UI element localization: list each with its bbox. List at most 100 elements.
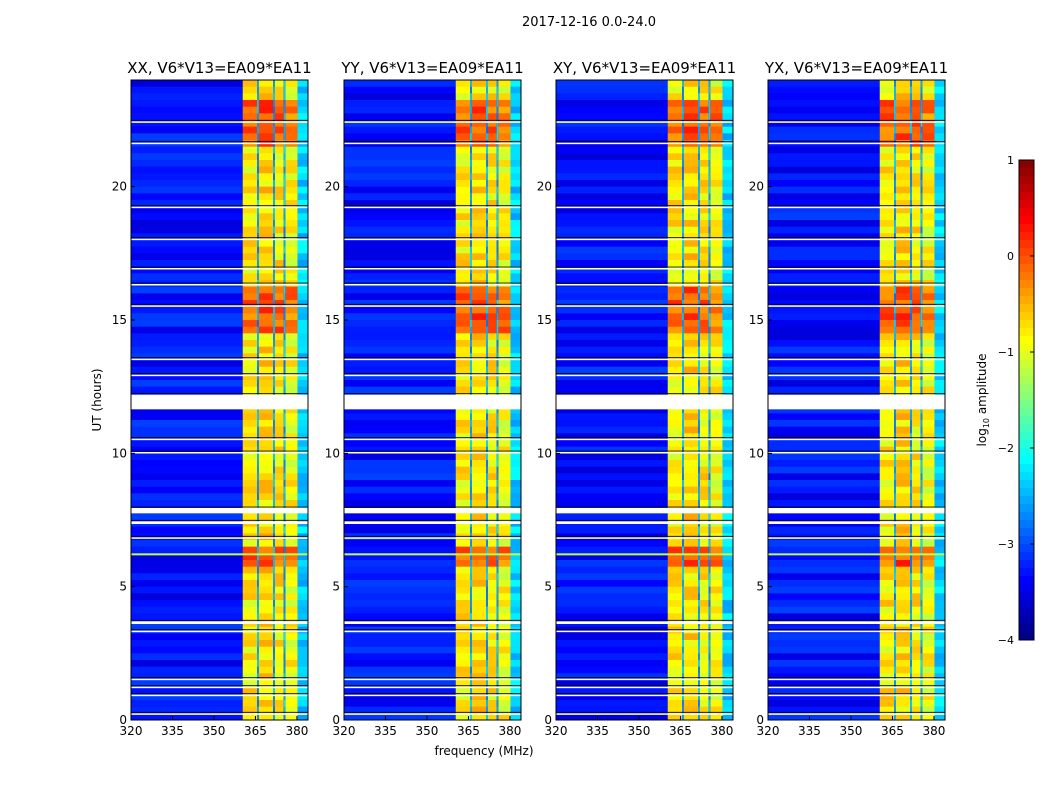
- heatmap-row-bg: [556, 546, 668, 554]
- heatmap-cell-gap: [708, 300, 711, 307]
- heatmap-cell-gap: [910, 626, 912, 634]
- heatmap-cell-rfi: [455, 406, 471, 414]
- heatmap-cell-gap: [470, 106, 472, 114]
- heatmap-cell-gap: [283, 706, 286, 714]
- heatmap-cell-rfi: [667, 413, 683, 421]
- heatmap-row-bg: [344, 346, 456, 354]
- heatmap-cell-rfi: [258, 466, 274, 474]
- flagged-interval: [556, 686, 733, 689]
- heatmap-cell-rfi: [471, 320, 487, 327]
- heatmap-cell-gap: [257, 206, 259, 214]
- heatmap-cell-gap: [486, 426, 488, 434]
- heatmap-cell-rfi: [471, 560, 487, 567]
- heatmap-row-bg: [556, 166, 668, 174]
- heatmap-cell-rfi: [710, 106, 723, 114]
- heatmap-cell-gap: [486, 93, 488, 101]
- heatmap-cell-rfi: [710, 700, 723, 707]
- heatmap-cell-rfi: [699, 86, 709, 94]
- heatmap-cell-rfi: [895, 246, 911, 254]
- heatmap-cell-rfi: [498, 700, 511, 707]
- heatmap-cell-rfi: [710, 560, 723, 567]
- heatmap-cell-rfi: [487, 80, 497, 87]
- heatmap-cell-rfi: [879, 486, 895, 494]
- heatmap-row-bg: [556, 540, 668, 547]
- heatmap-row-edge: [297, 326, 308, 334]
- heatmap-cell-rfi: [683, 593, 699, 601]
- heatmap-cell-gap: [470, 246, 472, 254]
- heatmap-cell-rfi: [274, 553, 284, 561]
- heatmap-cell-rfi: [911, 413, 921, 421]
- heatmap-cell-rfi: [922, 160, 935, 167]
- colorbar-tick-label: −3: [998, 538, 1014, 551]
- heatmap-row-bg: [556, 180, 668, 187]
- heatmap-row-edge: [297, 120, 308, 127]
- heatmap-cell-gap: [283, 600, 286, 607]
- heatmap-cell-gap: [708, 340, 711, 347]
- heatmap-cell-rfi: [922, 93, 935, 101]
- heatmap-cell-gap: [470, 260, 472, 267]
- y-tick-label: 20: [537, 180, 552, 194]
- heatmap-cell-rfi: [699, 533, 709, 541]
- heatmap-row-bg: [768, 646, 880, 654]
- heatmap-cell-gap: [682, 486, 684, 494]
- heatmap-row-edge: [934, 113, 945, 121]
- heatmap-cell-rfi: [683, 613, 699, 621]
- heatmap-row-bg: [344, 273, 456, 281]
- flagged-interval: [131, 678, 308, 681]
- heatmap-cell-rfi: [285, 100, 298, 107]
- heatmap-cell-rfi: [879, 693, 895, 701]
- heatmap-row-edge: [510, 80, 521, 87]
- heatmap-row-edge: [510, 186, 521, 194]
- heatmap-cell-gap: [910, 446, 912, 454]
- heatmap-cell-gap: [257, 660, 259, 667]
- flagged-interval: [344, 521, 521, 524]
- heatmap-cell-gap: [470, 200, 472, 207]
- heatmap-cell-rfi: [242, 433, 258, 441]
- heatmap-cell-rfi: [455, 220, 471, 227]
- heatmap-cell-rfi: [471, 246, 487, 254]
- heatmap-cell-rfi: [285, 380, 298, 387]
- heatmap-cell-gap: [257, 600, 259, 607]
- heatmap-cell-rfi: [667, 713, 683, 721]
- heatmap-cell-rfi: [471, 293, 487, 301]
- heatmap-cell-rfi: [699, 280, 709, 287]
- heatmap-cell-gap: [920, 286, 923, 294]
- heatmap-cell-rfi: [879, 326, 895, 334]
- heatmap-cell-rfi: [667, 666, 683, 674]
- heatmap-row-bg: [768, 333, 880, 341]
- heatmap-cell-rfi: [922, 646, 935, 654]
- heatmap-cell-gap: [496, 326, 499, 334]
- heatmap-cell-gap: [283, 446, 286, 454]
- heatmap-cell-rfi: [667, 533, 683, 541]
- heatmap-cell-gap: [910, 113, 912, 121]
- heatmap-cell-rfi: [258, 166, 274, 174]
- heatmap-cell-gap: [910, 246, 912, 254]
- heatmap-cell-gap: [283, 573, 286, 581]
- heatmap-cell-gap: [920, 553, 923, 561]
- heatmap-cell-rfi: [258, 360, 274, 367]
- heatmap-cell-gap: [708, 166, 711, 174]
- heatmap-cell-rfi: [699, 693, 709, 701]
- heatmap-cell-rfi: [667, 580, 683, 587]
- heatmap-cell-gap: [894, 353, 896, 361]
- heatmap-row-edge: [934, 173, 945, 181]
- heatmap-row-edge: [510, 353, 521, 361]
- heatmap-cell-rfi: [683, 373, 699, 381]
- heatmap-cell-gap: [273, 266, 275, 274]
- heatmap-cell-gap: [910, 373, 912, 381]
- heatmap-row-edge: [297, 533, 308, 541]
- heatmap-cell-rfi: [258, 126, 274, 134]
- heatmap-cell-rfi: [667, 233, 683, 241]
- heatmap-cell-gap: [682, 146, 684, 154]
- heatmap-cell-gap: [894, 153, 896, 161]
- heatmap-cell-gap: [920, 120, 923, 127]
- heatmap-cell-rfi: [879, 346, 895, 354]
- heatmap-cell-rfi: [710, 366, 723, 374]
- heatmap-cell-gap: [257, 146, 259, 154]
- heatmap-cell-rfi: [895, 713, 911, 721]
- heatmap-cell-gap: [698, 386, 700, 394]
- heatmap-cell-gap: [273, 233, 275, 241]
- heatmap-cell-rfi: [487, 320, 497, 327]
- colorbar-segment: [1019, 440, 1034, 449]
